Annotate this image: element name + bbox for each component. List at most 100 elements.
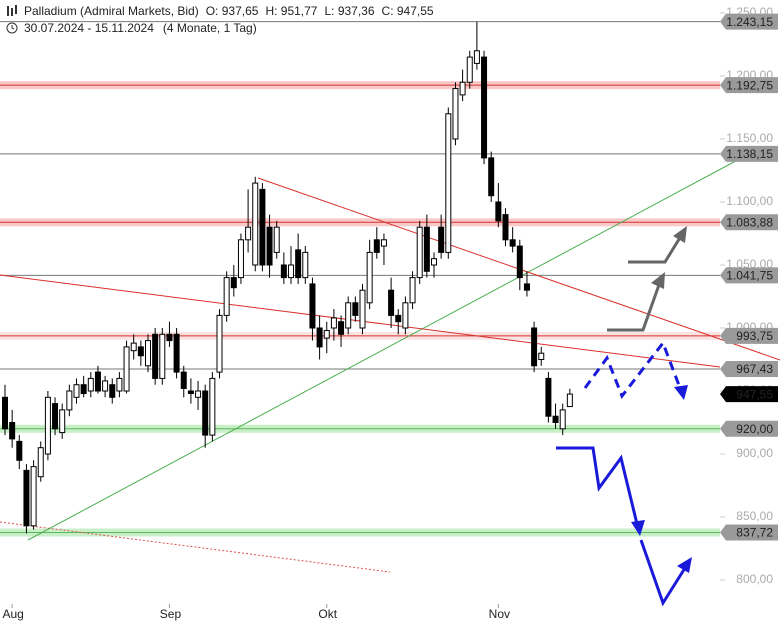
candle-body	[266, 226, 273, 266]
arrow	[628, 235, 683, 264]
arrow	[607, 281, 662, 332]
arrow-head	[673, 226, 687, 243]
candle-body	[180, 371, 187, 389]
x-axis: Aug Sep Okt Nov	[2, 604, 510, 621]
clock-icon	[6, 22, 18, 34]
candle-body	[559, 409, 566, 430]
candle-body	[223, 277, 230, 316]
ohlc-value: H: 951,77	[265, 4, 317, 18]
trend-line	[27, 147, 761, 541]
arrow-head	[674, 385, 688, 400]
candle-body	[30, 466, 37, 527]
candle-body	[187, 390, 194, 395]
candle-body	[431, 258, 437, 266]
candle-body	[509, 239, 516, 247]
candle-body	[366, 251, 373, 304]
candle-body	[245, 226, 252, 241]
candle-body	[152, 333, 159, 379]
title: Palladium (Admiral Markets, Bid)	[24, 4, 199, 18]
level-label-box	[720, 386, 778, 403]
date-range: 30.07.2024 - 15.11.2024	[24, 21, 154, 35]
x-tick-label: Nov	[489, 607, 510, 621]
candle-body	[345, 302, 352, 329]
y-tick-label: 900,00	[736, 446, 773, 460]
candle-body	[502, 214, 509, 241]
x-tick-label: Aug	[2, 607, 23, 621]
header: Palladium (Admiral Markets, Bid) O: 937,6…	[6, 4, 434, 35]
y-tick-label: 800,00	[736, 572, 773, 586]
candle-body	[466, 56, 473, 83]
candle-body	[316, 327, 323, 348]
candle-body	[445, 113, 452, 253]
candle-body	[566, 393, 573, 408]
candle-body	[516, 245, 523, 279]
level-label-box	[720, 13, 778, 30]
candle-body	[438, 226, 445, 253]
level-label: 1.083,88	[726, 215, 773, 229]
chart-icon	[15, 5, 17, 14]
ohlc-value: L: 937,36	[324, 4, 374, 18]
candle-body	[216, 314, 223, 373]
candle-body	[9, 422, 16, 440]
subtitle-line: 30.07.2024 - 15.11.2024 (4 Monate, 1 Tag)	[24, 21, 257, 35]
candle-body	[59, 409, 66, 434]
levels	[0, 21, 720, 537]
candle-body	[481, 56, 488, 159]
candle-body	[16, 440, 23, 461]
candle-body	[237, 239, 244, 279]
candle-body	[252, 182, 259, 266]
candle-body	[73, 384, 80, 398]
candle-body	[495, 201, 502, 222]
candle-body	[402, 302, 409, 329]
level-label-box	[720, 361, 778, 378]
x-tick-label: Sep	[160, 607, 182, 621]
level-label: 967,43	[736, 362, 773, 376]
candle-body	[416, 226, 423, 279]
candle-body	[259, 188, 266, 266]
candle-body	[123, 346, 130, 392]
arrow	[639, 539, 687, 607]
candle-body	[37, 447, 44, 478]
candle-body	[295, 249, 302, 279]
y-tick-label: 1.100,00	[726, 194, 773, 208]
candle-body	[94, 371, 101, 392]
level-label: 1.138,15	[726, 147, 773, 161]
level-label-box	[720, 524, 778, 541]
level-label: 1.192,75	[726, 78, 773, 92]
trend-lines	[0, 147, 780, 573]
candles	[2, 21, 573, 534]
level-label: 837,72	[736, 526, 773, 540]
candle-body	[23, 469, 30, 527]
candle-body	[395, 314, 402, 323]
candle-body	[459, 81, 466, 96]
candle-body	[137, 346, 144, 357]
candle-body	[66, 390, 73, 411]
candle-body	[173, 333, 180, 373]
ohlc-value: C: 947,55	[382, 4, 434, 18]
arrow-head	[631, 520, 645, 536]
candle-body	[531, 327, 538, 367]
candle-body	[130, 342, 137, 352]
level-label-box	[720, 145, 778, 162]
level-label-box	[720, 420, 778, 437]
candle-body	[452, 88, 459, 140]
candle-body	[302, 251, 309, 279]
y-tick-label: 1.150,00	[726, 131, 773, 145]
level-label: 947,55	[736, 387, 773, 401]
arrow	[583, 339, 682, 400]
level-label-box	[720, 77, 778, 94]
candle-body	[202, 390, 209, 436]
candle-body	[330, 317, 337, 329]
candle-body	[230, 277, 237, 289]
candle-body	[280, 264, 287, 279]
candle-body	[87, 377, 94, 392]
level-label: 993,75	[736, 329, 773, 343]
candle-body	[388, 289, 395, 316]
candle-body	[538, 352, 545, 361]
candle-body	[352, 302, 359, 316]
level-label-box	[720, 327, 778, 344]
candle-body	[44, 396, 51, 455]
level-label: 920,00	[736, 422, 773, 436]
candle-body	[109, 384, 116, 398]
candle-body	[2, 396, 8, 430]
